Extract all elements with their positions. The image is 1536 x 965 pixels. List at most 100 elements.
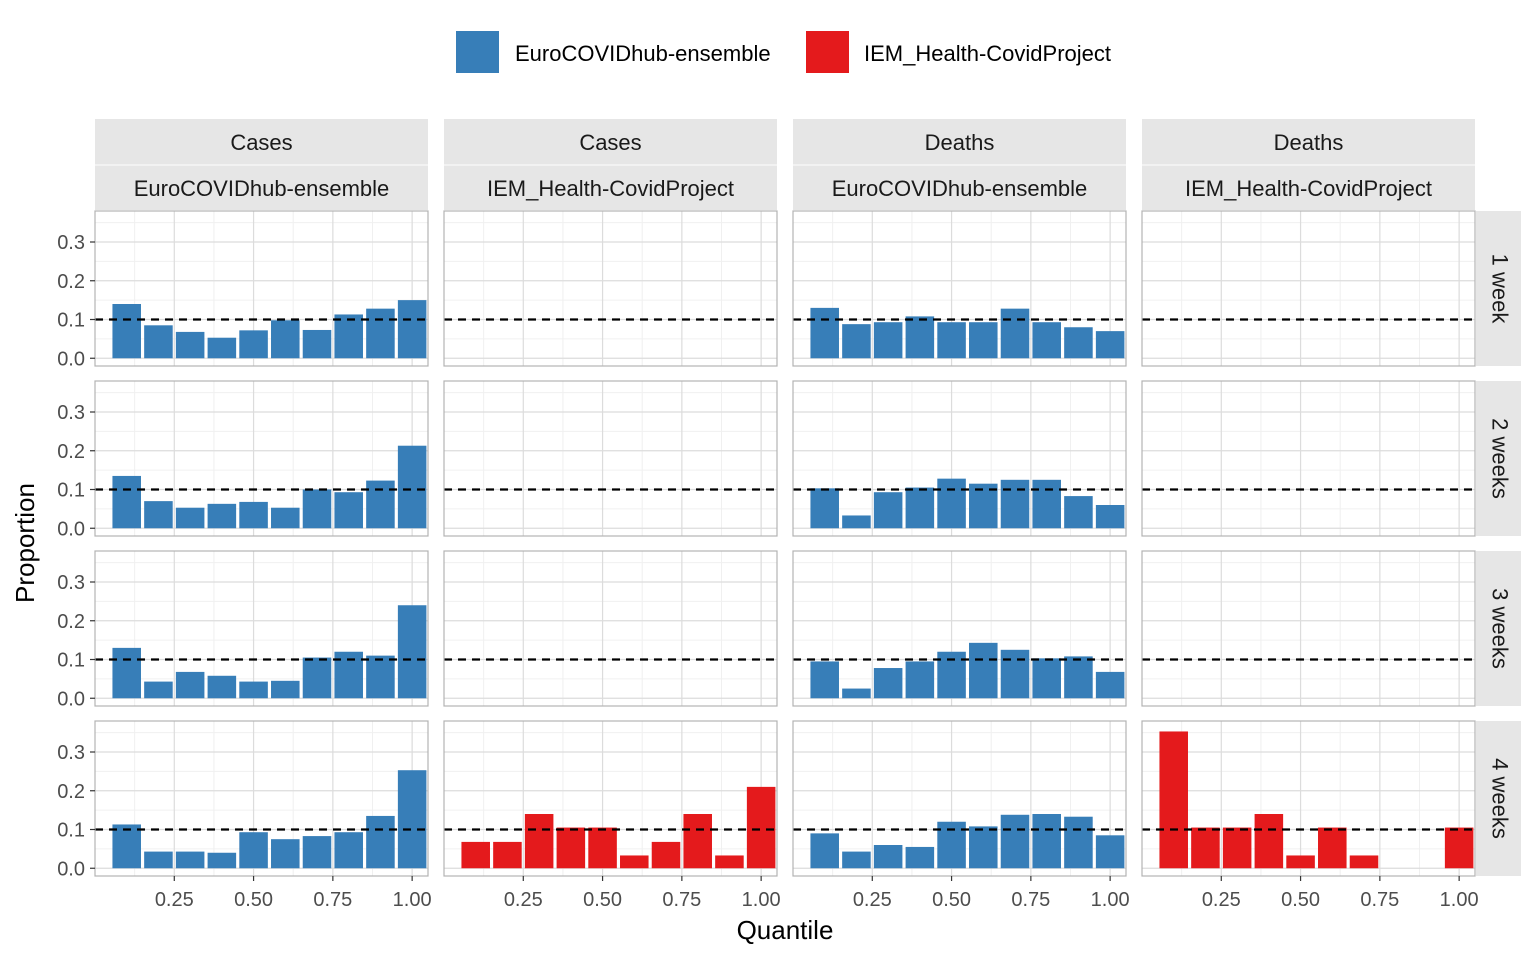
panel-border — [443, 550, 778, 707]
bar — [144, 325, 173, 359]
x-tick-label: 1.00 — [1091, 889, 1130, 911]
legend: EuroCOVIDhub-ensemble IEM_Health-CovidPro… — [456, 31, 1111, 73]
x-tick-label: 0.25 — [504, 889, 543, 911]
x-axis-title: Quantile — [737, 915, 834, 945]
x-tick-label: 0.75 — [1011, 889, 1050, 911]
legend-key-1 — [806, 31, 849, 73]
bar — [144, 851, 173, 869]
strip-model-bg — [444, 165, 777, 210]
strip-target-bg — [444, 119, 777, 165]
bar — [461, 841, 490, 869]
bar — [1222, 827, 1252, 869]
strip-target-bg — [95, 119, 428, 165]
bar — [651, 841, 681, 869]
panel — [1141, 210, 1476, 367]
bar — [144, 501, 173, 529]
x-tick-label: 1.00 — [393, 889, 432, 911]
bar — [207, 503, 237, 529]
bar — [810, 833, 839, 869]
panel — [94, 380, 429, 537]
bar — [873, 492, 903, 529]
panel — [792, 720, 1127, 877]
panel — [1141, 720, 1476, 877]
bar — [810, 488, 839, 529]
bar — [842, 688, 871, 699]
bar — [271, 507, 300, 529]
y-tick-label: 0.0 — [57, 518, 85, 540]
y-axis-title: Proportion — [10, 483, 40, 603]
bar — [842, 515, 871, 529]
bar — [937, 478, 966, 529]
panel-border — [94, 210, 429, 367]
panel-background — [444, 211, 777, 366]
bar — [302, 329, 332, 359]
bar — [1191, 827, 1220, 869]
y-tick-label: 0.3 — [57, 572, 85, 594]
bar — [1032, 322, 1061, 359]
strip-horizon-bg — [1476, 721, 1521, 876]
bar — [144, 681, 173, 699]
bar — [1095, 331, 1125, 359]
y-tick-label: 0.0 — [57, 688, 85, 710]
bar — [397, 770, 427, 869]
bar — [175, 851, 205, 869]
bar — [969, 322, 998, 359]
bar — [1064, 327, 1093, 359]
bar — [239, 501, 268, 529]
y-tick-label: 0.1 — [57, 310, 85, 332]
bar — [905, 487, 935, 529]
bar — [302, 836, 332, 869]
panel-border — [1141, 720, 1476, 877]
strip-model-label: EuroCOVIDhub-ensemble — [832, 176, 1088, 201]
bar — [746, 786, 776, 869]
strip-target-bg — [1142, 119, 1475, 165]
x-tick-label: 0.25 — [1202, 889, 1241, 911]
bar — [620, 855, 649, 869]
bar — [1064, 496, 1093, 529]
axes: 0.0 0.1 0.2 0.3 0.0 0.1 0.2 0.3 0.0 0.1 0.2 0.3 0.0 0… — [57, 232, 1478, 911]
bar — [937, 322, 966, 359]
x-tick-label: 0.50 — [1281, 889, 1320, 911]
panel — [443, 380, 778, 537]
bar — [397, 300, 427, 359]
panel — [94, 550, 429, 707]
y-tick-label: 0.2 — [57, 271, 85, 293]
bar — [1318, 827, 1347, 869]
bar — [1444, 827, 1474, 869]
y-tick-label: 0.1 — [57, 820, 85, 842]
x-tick-label: 0.50 — [932, 889, 971, 911]
panel-border — [792, 210, 1127, 367]
bar — [334, 314, 363, 359]
y-tick-label: 0.2 — [57, 441, 85, 463]
x-tick-label: 1.00 — [1440, 889, 1479, 911]
panel-border — [94, 720, 429, 877]
bar — [1254, 814, 1284, 869]
panel — [792, 550, 1127, 707]
bar — [842, 851, 871, 869]
bar — [271, 320, 300, 359]
bar — [683, 814, 712, 869]
y-tick-label: 0.3 — [57, 232, 85, 254]
strip-horizon-label: 4 weeks — [1488, 758, 1513, 839]
panel — [1141, 550, 1476, 707]
bar — [1095, 835, 1125, 869]
panel-background — [444, 381, 777, 536]
panel — [94, 720, 429, 877]
bar — [1286, 855, 1315, 869]
strip-model-label: IEM_Health-CovidProject — [487, 176, 734, 201]
panel-border — [1141, 380, 1476, 537]
bar — [905, 316, 935, 359]
panel-grid — [94, 210, 1476, 877]
x-tick-label: 0.50 — [583, 889, 622, 911]
x-tick-label: 0.75 — [1360, 889, 1399, 911]
bar — [1095, 671, 1125, 699]
bar — [810, 661, 839, 699]
bar — [1095, 505, 1125, 529]
bar — [334, 492, 363, 529]
bar — [556, 827, 586, 869]
panel — [443, 210, 778, 367]
y-tick-label: 0.0 — [57, 858, 85, 880]
panel-border — [1141, 210, 1476, 367]
bar — [873, 845, 903, 869]
